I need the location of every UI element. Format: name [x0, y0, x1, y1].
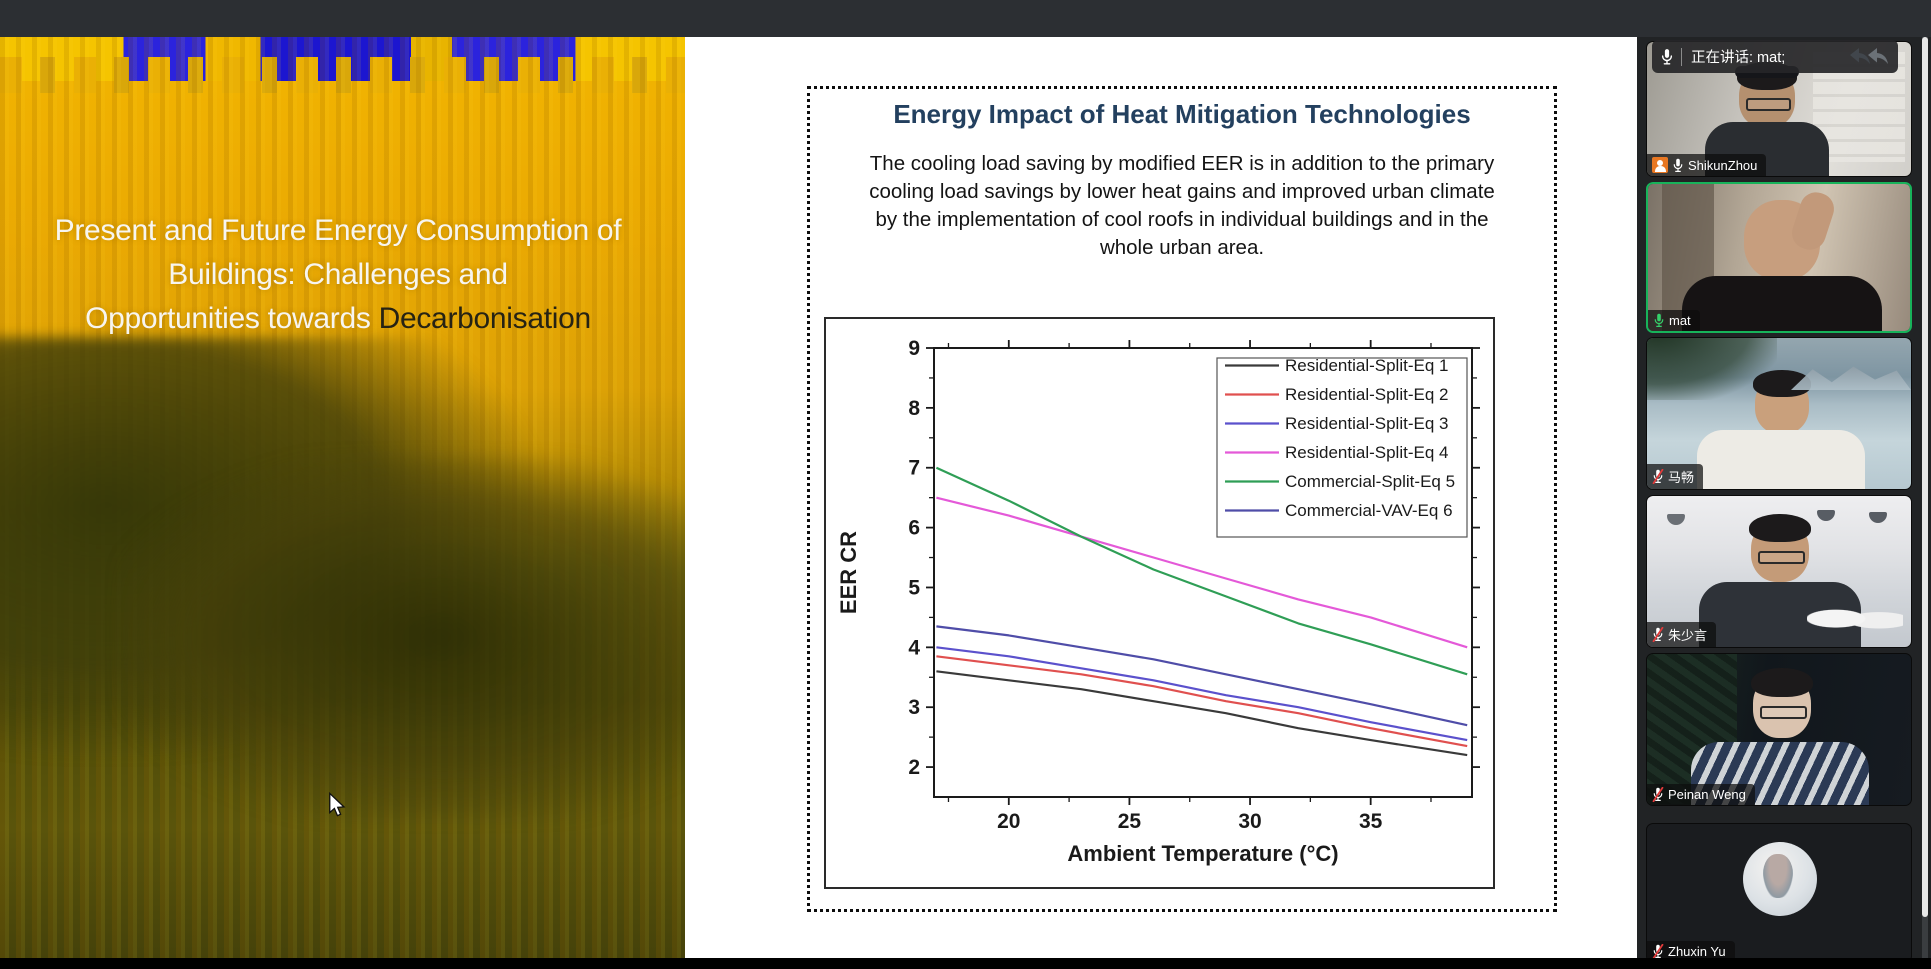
participant-name-badge: 朱少言 [1647, 622, 1717, 647]
svg-text:9: 9 [908, 337, 920, 360]
participant-video [1647, 496, 1911, 647]
microphone-muted-icon [1652, 787, 1664, 802]
participant-tile-zhuxin-yu[interactable]: Zhuxin Yu [1646, 823, 1912, 958]
speaking-banner-label: 正在讲话: mat; [1691, 50, 1786, 66]
participant-video [1647, 824, 1911, 958]
slide-paragraph: The cooling load saving by modified EER … [869, 152, 1495, 259]
svg-text:5: 5 [908, 576, 920, 599]
scrollbar-thumb[interactable] [1922, 37, 1928, 917]
participant-tile-mat[interactable]: mat [1646, 182, 1912, 333]
svg-text:6: 6 [908, 517, 920, 540]
participant-tile-machang[interactable]: 马畅 [1646, 337, 1912, 490]
microphone-icon [1673, 158, 1683, 172]
bottom-black-bar [0, 958, 1931, 969]
speaking-banner: 正在讲话: mat; [1652, 40, 1898, 73]
svg-text:35: 35 [1359, 810, 1383, 833]
participant-name-badge: mat [1648, 310, 1700, 331]
slide-heading: Energy Impact of Heat Mitigation Technol… [893, 99, 1471, 129]
microphone-muted-icon [1652, 944, 1664, 958]
participant-name-badge: Zhuxin Yu [1647, 941, 1735, 958]
window-title-bar [0, 0, 1931, 37]
microphone-icon [1654, 313, 1664, 327]
slide-cover-image: Present and Future Energy Consumption of… [0, 37, 685, 958]
slide-title-highlight: Decarbonisation [378, 302, 592, 335]
participant-name-badge: Peinan Weng [1647, 784, 1755, 805]
person-icon [1652, 157, 1668, 173]
svg-text:Residential-Split-Eq 1: Residential-Split-Eq 1 [1285, 356, 1448, 375]
mouse-cursor [328, 791, 346, 823]
slide-main-title: Present and Future Energy Consumption of… [54, 214, 622, 335]
eer-chart-figure: 20 25 30 35 2 3 4 5 6 7 8 9 Ambient Temperature (°C)… [824, 317, 1495, 889]
svg-text:4: 4 [908, 636, 920, 659]
svg-text:Commercial-Split-Eq 5: Commercial-Split-Eq 5 [1285, 472, 1455, 491]
slide-content-area: Energy Impact of Heat Mitigation Technol… [685, 37, 1637, 958]
svg-text:Residential-Split-Eq 4: Residential-Split-Eq 4 [1285, 443, 1448, 462]
svg-text:20: 20 [997, 810, 1020, 833]
participant-tile-zhushaoyan[interactable]: 朱少言 [1646, 495, 1912, 648]
svg-text:30: 30 [1238, 810, 1261, 833]
svg-text:3: 3 [908, 696, 920, 719]
participant-video [1647, 654, 1911, 805]
participants-panel: ShikunZhou mat 马畅 [1637, 37, 1931, 958]
svg-text:Ambient Temperature (°C): Ambient Temperature (°C) [1067, 841, 1338, 866]
svg-text:Residential-Split-Eq 3: Residential-Split-Eq 3 [1285, 414, 1448, 433]
svg-text:Commercial-VAV-Eq 6: Commercial-VAV-Eq 6 [1285, 501, 1453, 520]
participant-tile-peinan-weng[interactable]: Peinan Weng [1646, 653, 1912, 806]
svg-text:2: 2 [908, 756, 920, 779]
participant-video [1648, 184, 1910, 331]
avatar [1743, 842, 1817, 916]
svg-text:EER CR: EER CR [836, 531, 861, 614]
svg-text:25: 25 [1118, 810, 1142, 833]
slide-dotted-frame: Energy Impact of Heat Mitigation Technol… [807, 86, 1557, 912]
microphone-muted-icon [1652, 627, 1664, 642]
reply-arrows-icon[interactable] [1850, 47, 1890, 67]
panel-scrollbar[interactable] [1922, 37, 1928, 958]
svg-text:7: 7 [908, 457, 920, 480]
eer-cr-line-chart: 20 25 30 35 2 3 4 5 6 7 8 9 Ambient Temperature (°C)… [826, 319, 1493, 887]
svg-text:8: 8 [908, 397, 920, 420]
microphone-icon [1661, 48, 1673, 65]
svg-text:Residential-Split-Eq 2: Residential-Split-Eq 2 [1285, 385, 1448, 404]
participant-video [1647, 338, 1911, 489]
participant-name-badge: ShikunZhou [1647, 154, 1767, 176]
microphone-muted-icon [1652, 469, 1664, 484]
participant-name-badge: 马畅 [1647, 464, 1704, 489]
